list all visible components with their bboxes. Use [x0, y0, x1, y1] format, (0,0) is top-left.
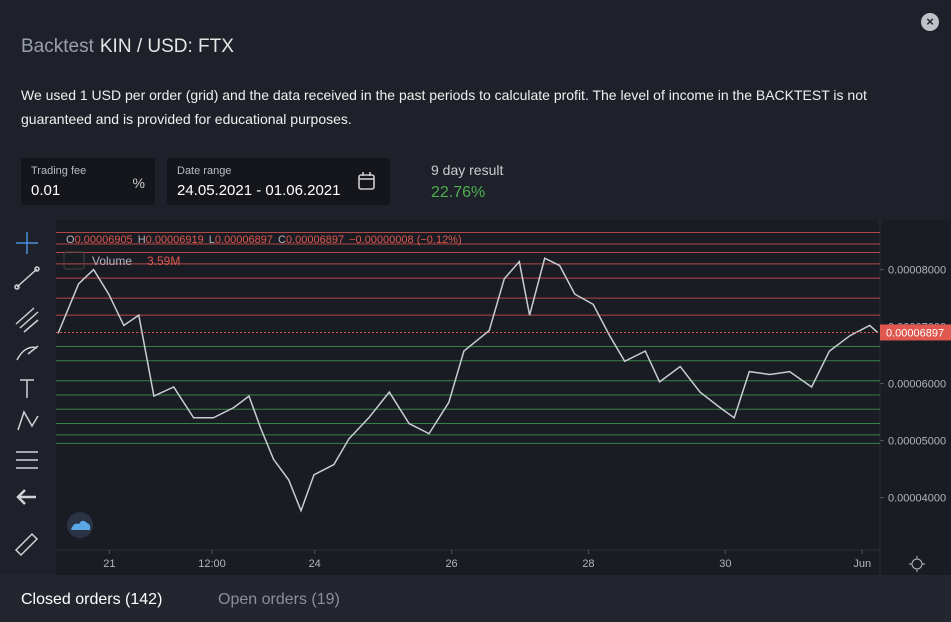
date-input[interactable]: Date range 24.05.2021 - 01.06.2021	[167, 158, 390, 205]
date-label: Date range	[177, 165, 232, 177]
ohlc-value: 0.00006897	[215, 234, 273, 246]
chart-area: 0.000040000.000050000.000060000.00007000…	[0, 220, 951, 575]
result-value: 22.76%	[431, 184, 486, 201]
x-tick-label: 30	[719, 558, 731, 570]
x-tick-label: 26	[445, 558, 457, 570]
close-button[interactable]: ×	[921, 13, 939, 31]
ohlc-value: 0.00006905	[75, 234, 133, 246]
x-tick-label: 28	[582, 558, 594, 570]
date-value: 24.05.2021 - 01.06.2021	[177, 182, 341, 199]
ohlc-key: L	[209, 234, 215, 246]
volume-label: Volume	[92, 254, 132, 268]
price-line	[57, 257, 879, 513]
tab[interactable]: Open orders (19)	[218, 591, 340, 608]
x-tick-label: 24	[309, 558, 321, 570]
y-tick-label: 0.00004000	[888, 493, 946, 505]
x-tick-label: Jun	[853, 558, 871, 570]
ohlc-key: O	[66, 234, 75, 246]
x-tick-label: 21	[103, 558, 115, 570]
description: We used 1 USD per order (grid) and the d…	[21, 87, 867, 127]
title: Backtest KIN / USD: FTX	[21, 36, 234, 58]
ohlc-change: −0.00000008 (−0.12%)	[349, 234, 462, 246]
y-tick-label: 0.00006000	[888, 379, 946, 391]
fee-value: 0.01	[31, 182, 61, 199]
fee-unit: %	[132, 175, 145, 191]
fee-label: Trading fee	[31, 165, 87, 177]
y-tick-label: 0.00008000	[888, 265, 946, 277]
toolbar	[0, 220, 56, 575]
ohlc-value: 0.00006897	[286, 234, 344, 246]
ohlc-key: C	[278, 234, 286, 246]
calendar-icon[interactable]	[357, 171, 377, 191]
pair: KIN / USD: FTX	[99, 36, 234, 57]
last-price-label: 0.00006897	[886, 327, 944, 339]
last-price-box	[880, 324, 951, 341]
price-axis	[880, 220, 951, 575]
chart: 0.000040000.000050000.000060000.00007000…	[0, 220, 951, 575]
tab[interactable]: Closed orders (142)	[21, 591, 163, 608]
logo-icon	[71, 520, 91, 530]
ohlc-value: 0.00006919	[146, 234, 204, 246]
x-tick-label: 12:00	[198, 558, 226, 570]
ohlc-key: H	[138, 234, 146, 246]
fee-input[interactable]: Trading fee 0.01 %	[21, 158, 155, 205]
result-label: 9 day result	[431, 162, 504, 178]
y-tick-label: 0.00005000	[888, 436, 946, 448]
toolbar-icons[interactable]	[14, 232, 40, 557]
tab-bar: Closed orders (142) Open orders (19)	[0, 575, 951, 622]
volume-value: 3.59M	[147, 254, 180, 268]
title-label: Backtest	[21, 36, 94, 57]
settings-icon[interactable]	[909, 556, 925, 572]
collapse-button[interactable]	[63, 251, 85, 270]
